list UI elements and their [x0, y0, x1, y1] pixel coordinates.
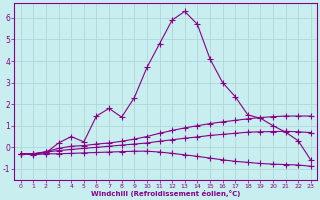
X-axis label: Windchill (Refroidissement éolien,°C): Windchill (Refroidissement éolien,°C): [91, 190, 241, 197]
